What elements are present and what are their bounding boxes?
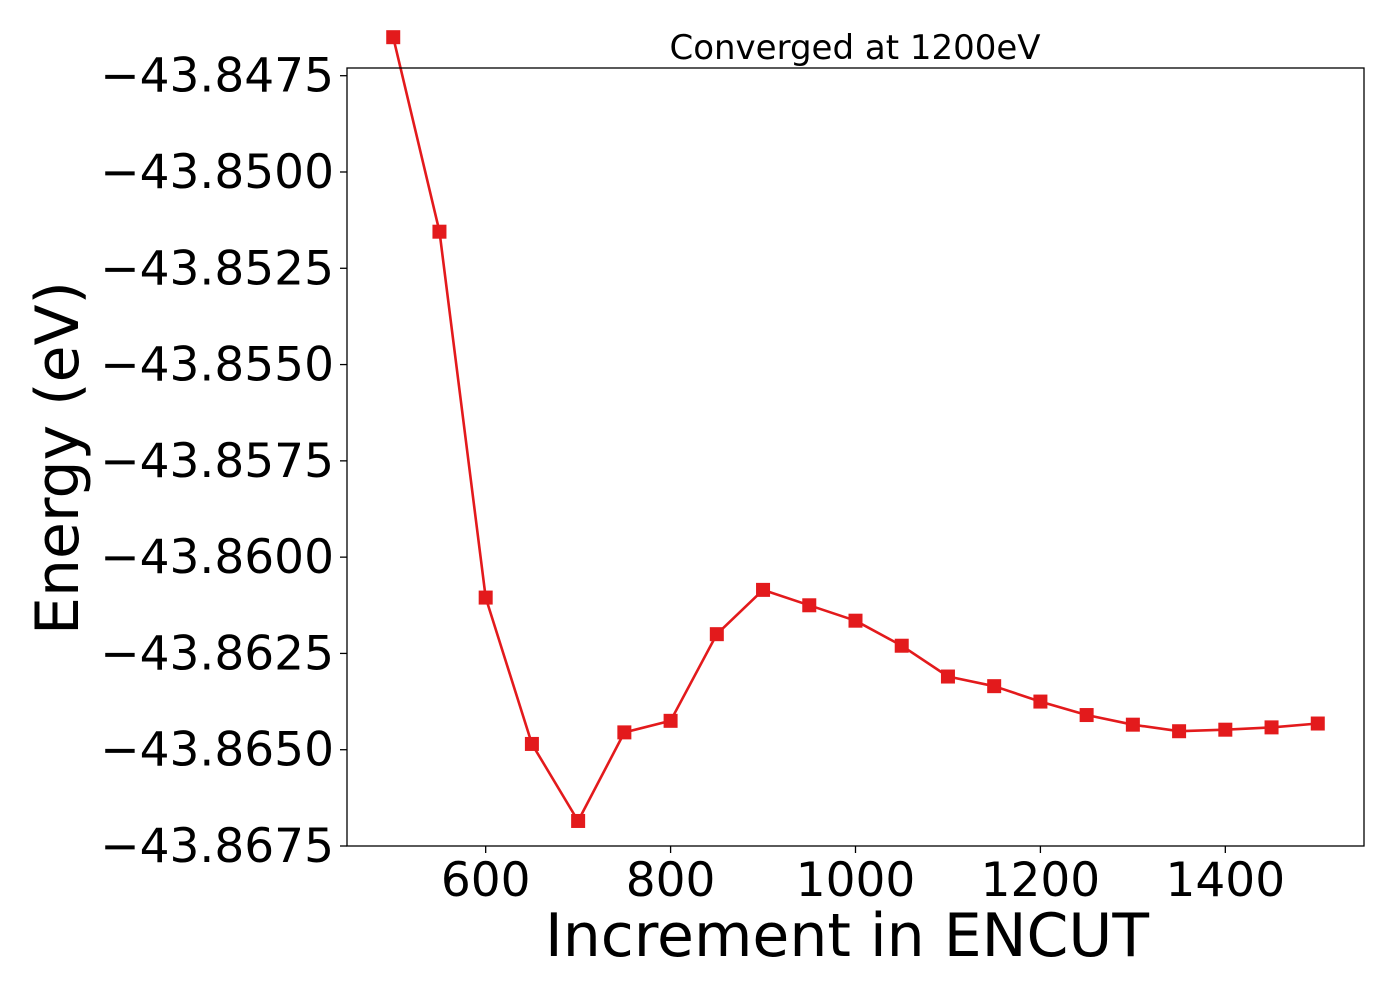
- data-point-marker: [1079, 708, 1094, 723]
- y-tick-label: −43.8675: [100, 819, 334, 874]
- y-tick-label: −43.8575: [100, 434, 334, 489]
- x-tick-label: 1000: [796, 853, 916, 908]
- data-point-marker: [1033, 694, 1048, 709]
- data-point-marker: [1264, 720, 1279, 735]
- data-point-marker: [386, 30, 401, 45]
- x-tick-label: 1200: [981, 853, 1101, 908]
- data-point-marker: [1172, 724, 1187, 739]
- chart-title: Converged at 1200eV: [669, 28, 1040, 68]
- data-point-marker: [571, 813, 586, 828]
- y-axis-ticks: −43.8475 −43.8500 −43.8525 −43.8550 −43.8575…: [100, 49, 347, 874]
- x-tick-label: 800: [626, 853, 716, 908]
- data-point-marker: [478, 590, 493, 605]
- x-tick-label: 600: [441, 853, 531, 908]
- data-point-marker: [894, 638, 909, 653]
- data-point-marker: [802, 598, 817, 613]
- data-point-marker: [756, 582, 771, 597]
- x-axis-ticks: 600 800 1000 1200 1400: [441, 846, 1285, 908]
- y-tick-label: −43.8500: [100, 145, 334, 200]
- y-tick-label: −43.8600: [100, 530, 334, 585]
- y-tick-label: −43.8625: [100, 626, 334, 681]
- data-point-marker: [663, 713, 678, 728]
- data-point-marker: [709, 627, 724, 642]
- y-tick-label: −43.8550: [100, 338, 334, 393]
- data-point-marker: [1125, 717, 1140, 732]
- x-axis-label: Increment in ENCUT: [545, 901, 1149, 971]
- y-axis-label: Energy (eV): [23, 281, 93, 635]
- data-point-marker: [617, 725, 632, 740]
- data-point-marker: [524, 736, 539, 751]
- series-layer: [386, 30, 1325, 828]
- data-point-marker: [1218, 722, 1233, 737]
- plot-area-frame: [346, 67, 1365, 847]
- data-point-marker: [848, 613, 863, 628]
- data-point-marker: [987, 679, 1002, 694]
- y-tick-label: −43.8650: [100, 723, 334, 778]
- y-tick-label: −43.8525: [100, 241, 334, 296]
- y-tick-label: −43.8475: [100, 49, 334, 104]
- data-point-marker: [1310, 716, 1325, 731]
- data-point-marker: [432, 224, 447, 239]
- data-point-marker: [940, 669, 955, 684]
- x-tick-label: 1400: [1166, 853, 1286, 908]
